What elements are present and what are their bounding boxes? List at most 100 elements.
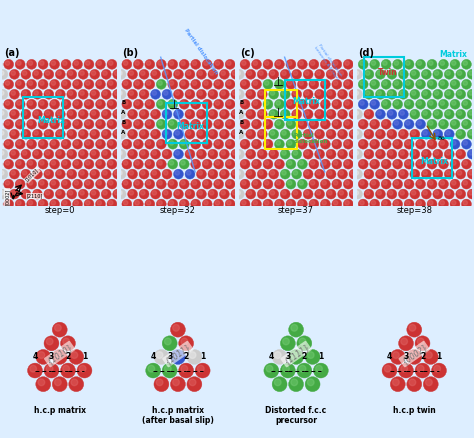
Circle shape: [240, 139, 250, 149]
Circle shape: [168, 60, 178, 69]
Circle shape: [179, 159, 189, 169]
Circle shape: [133, 119, 143, 129]
Circle shape: [197, 89, 206, 99]
Circle shape: [345, 141, 349, 145]
Circle shape: [122, 119, 132, 129]
Circle shape: [406, 161, 410, 165]
Circle shape: [38, 79, 48, 89]
Circle shape: [320, 79, 330, 89]
Circle shape: [40, 180, 44, 185]
Circle shape: [364, 169, 374, 179]
Circle shape: [433, 89, 443, 99]
Circle shape: [303, 169, 313, 179]
Circle shape: [154, 350, 169, 364]
Circle shape: [286, 119, 296, 129]
Circle shape: [253, 161, 257, 165]
Circle shape: [9, 89, 19, 99]
Circle shape: [210, 111, 214, 115]
Circle shape: [257, 129, 267, 139]
Circle shape: [358, 60, 368, 69]
Circle shape: [360, 161, 364, 165]
Circle shape: [427, 159, 437, 169]
Circle shape: [77, 363, 92, 378]
Circle shape: [307, 379, 314, 386]
Circle shape: [168, 99, 178, 109]
Circle shape: [129, 111, 134, 115]
Circle shape: [9, 149, 19, 159]
Circle shape: [69, 377, 84, 392]
Circle shape: [417, 101, 421, 105]
Circle shape: [274, 139, 284, 149]
Circle shape: [236, 151, 240, 155]
Circle shape: [287, 121, 292, 125]
Circle shape: [299, 365, 306, 372]
Circle shape: [173, 149, 183, 159]
Circle shape: [97, 180, 101, 185]
Circle shape: [259, 171, 263, 175]
Circle shape: [247, 91, 252, 95]
Circle shape: [80, 111, 84, 115]
Circle shape: [332, 79, 342, 89]
Circle shape: [34, 151, 38, 155]
Circle shape: [257, 89, 267, 99]
Circle shape: [333, 61, 338, 65]
Circle shape: [462, 119, 472, 129]
Circle shape: [406, 201, 410, 205]
Circle shape: [399, 89, 408, 99]
Circle shape: [34, 191, 38, 195]
Circle shape: [463, 180, 467, 185]
Circle shape: [85, 81, 90, 85]
Circle shape: [231, 69, 241, 79]
Circle shape: [236, 111, 240, 115]
Circle shape: [40, 121, 44, 125]
Circle shape: [219, 129, 229, 139]
Circle shape: [96, 199, 105, 209]
Circle shape: [74, 61, 79, 65]
Circle shape: [84, 60, 94, 69]
Circle shape: [328, 111, 332, 115]
Circle shape: [462, 99, 472, 109]
Circle shape: [192, 201, 197, 205]
Circle shape: [151, 149, 161, 159]
Circle shape: [328, 91, 332, 95]
Circle shape: [383, 201, 387, 205]
Circle shape: [281, 336, 295, 351]
Circle shape: [388, 191, 393, 195]
Circle shape: [15, 179, 25, 189]
Text: h.c.p matrix
(after basal slip): h.c.p matrix (after basal slip): [142, 406, 214, 425]
Circle shape: [57, 91, 61, 95]
Circle shape: [21, 189, 31, 199]
Circle shape: [118, 111, 122, 115]
Circle shape: [282, 151, 286, 155]
Circle shape: [61, 79, 71, 89]
Circle shape: [128, 149, 137, 159]
Circle shape: [97, 81, 101, 85]
Circle shape: [55, 89, 65, 99]
Circle shape: [228, 159, 238, 169]
Circle shape: [215, 81, 219, 85]
Circle shape: [84, 179, 94, 189]
Circle shape: [128, 110, 137, 119]
Circle shape: [0, 111, 4, 115]
Circle shape: [5, 101, 9, 105]
Circle shape: [387, 189, 397, 199]
Circle shape: [208, 110, 218, 119]
Circle shape: [410, 69, 420, 79]
Circle shape: [175, 71, 180, 75]
Circle shape: [452, 180, 456, 185]
Circle shape: [11, 191, 15, 195]
Circle shape: [73, 99, 82, 109]
Circle shape: [365, 191, 370, 195]
Circle shape: [96, 179, 105, 189]
Circle shape: [230, 161, 235, 165]
Circle shape: [426, 352, 432, 358]
Circle shape: [299, 121, 303, 125]
Circle shape: [71, 379, 78, 386]
Circle shape: [462, 139, 472, 149]
Circle shape: [97, 61, 101, 65]
Circle shape: [63, 121, 67, 125]
Circle shape: [322, 141, 326, 145]
Circle shape: [139, 69, 149, 79]
Circle shape: [204, 201, 208, 205]
Text: B: B: [121, 100, 125, 105]
